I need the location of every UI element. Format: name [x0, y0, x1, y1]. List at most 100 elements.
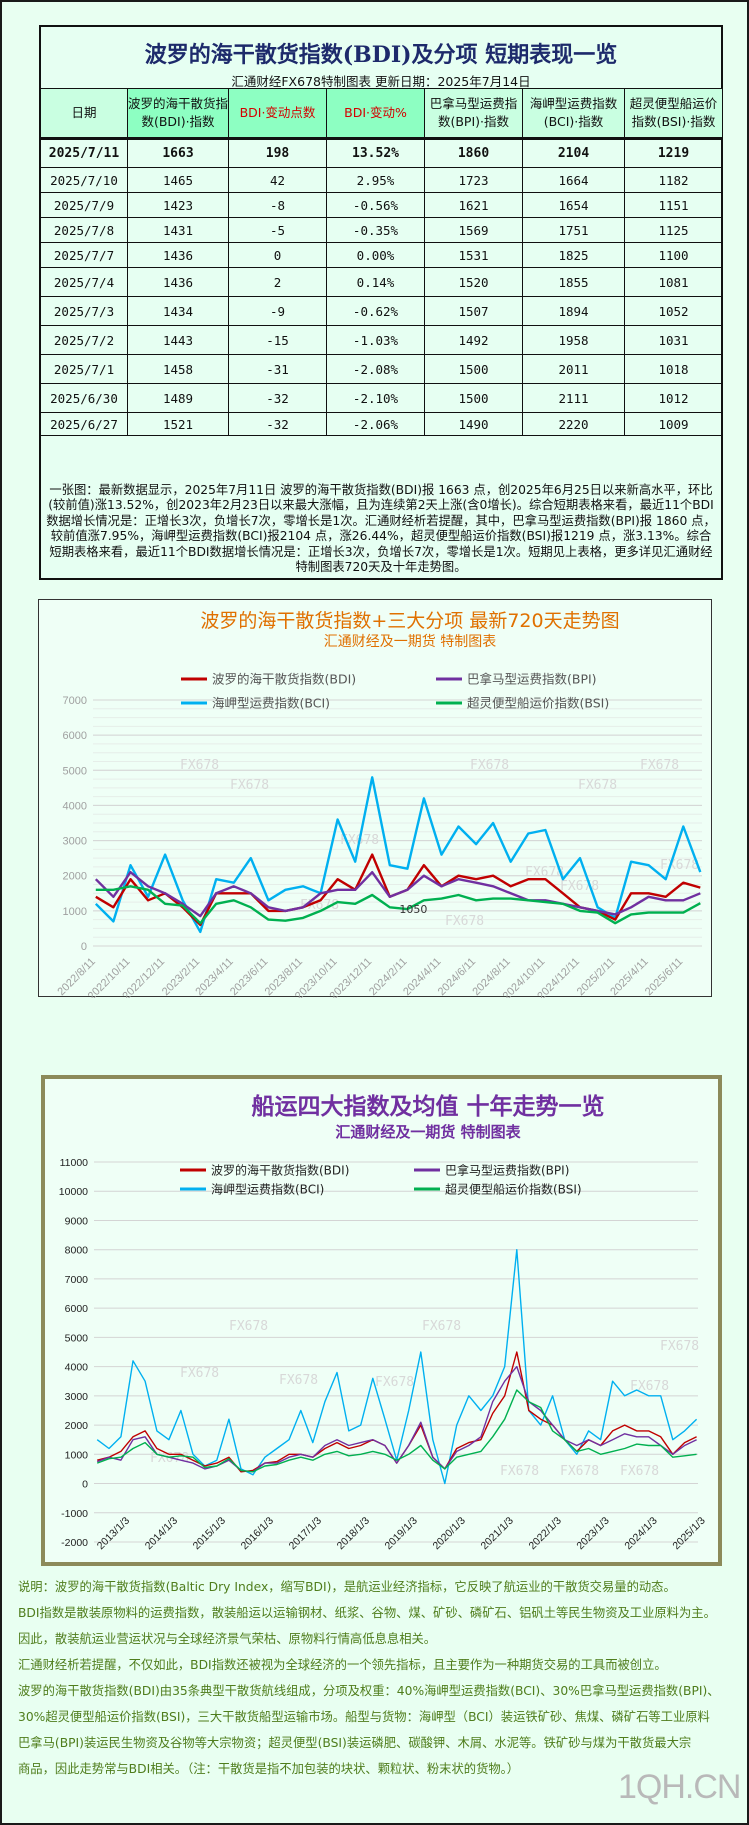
fx678-watermark: FX678: [525, 865, 564, 880]
y-tick-label: -1000: [61, 1508, 88, 1520]
cell-bci: 1958: [522, 325, 625, 355]
y-tick-label: 11000: [60, 1157, 89, 1169]
chart-subtitle: 汇通财经及一期货 特制图表: [324, 633, 496, 650]
y-tick-label: 2000: [65, 1420, 89, 1432]
y-tick-label: 0: [81, 941, 87, 953]
cell-bpi: 1492: [424, 325, 523, 355]
fx678-watermark: FX678: [422, 1319, 461, 1334]
cell-bpi: 1507: [424, 296, 523, 326]
cell-bpi: 1490: [424, 412, 523, 436]
fx678-watermark: FX678: [630, 1379, 669, 1394]
cell-bsi: 1031: [624, 325, 723, 355]
y-tick-label: 7000: [63, 695, 87, 707]
cell-bdi-change: 0: [228, 242, 327, 268]
series-line-bsi: [95, 885, 701, 925]
cell-bci: 1751: [522, 217, 625, 243]
chart-ten-year-frame: [41, 1075, 722, 1566]
cell-bsi: 1182: [624, 167, 723, 193]
y-tick-label: 1000: [65, 1449, 89, 1461]
note-line: 商品，因此走势常与BDI相关。（注：干散货是指不加包装的块状、颗粒状、粉末状的货…: [18, 1762, 520, 1776]
cell-bpi: 1531: [424, 242, 523, 268]
cell-bdi-change-pct: -2.10%: [326, 383, 425, 413]
cell-bci: 2011: [522, 354, 625, 384]
chart-subtitle: 汇通财经及一期货 特制图表: [335, 1123, 521, 1141]
fx678-watermark: FX678: [180, 758, 219, 773]
cell-bdi-change-pct: 0.14%: [326, 267, 425, 297]
cell-bdi-change: -15: [228, 325, 327, 355]
annotation-label: 1050: [399, 903, 427, 916]
cell-bdi: 1443: [127, 325, 229, 355]
cell-bci: 2111: [522, 383, 625, 413]
cell-bsi: 1052: [624, 296, 723, 326]
legend-label: 超灵便型船运价指数(BSI): [467, 696, 609, 711]
fx678-watermark: FX678: [660, 1339, 699, 1354]
x-tick-label: 2021/1/3: [479, 1515, 516, 1552]
cell-bci: 1654: [522, 192, 625, 218]
cell-bdi-change: -32: [228, 383, 327, 413]
header-bci: 海岬型运费指数(BCI)·指数: [522, 88, 625, 139]
y-tick-label: 6000: [63, 730, 87, 742]
x-tick-label: 2013/1/3: [95, 1515, 132, 1552]
cell-bdi-change-pct: 13.52%: [326, 138, 425, 168]
cell-bpi: 1621: [424, 192, 523, 218]
series-line-bsi: [96, 1389, 697, 1473]
header-date: 日期: [40, 88, 128, 139]
cell-bdi-change: 2: [228, 267, 327, 297]
x-tick-label: 2015/1/3: [191, 1515, 228, 1552]
cell-bdi-change-pct: -0.56%: [326, 192, 425, 218]
table-header-row: 日期 波罗的海干散货指数(BDI)·指数 BDI·变动点数 BDI·变动% 巴拿…: [40, 88, 723, 139]
x-tick-label: 2022/1/3: [526, 1515, 563, 1552]
legend-label: 巴拿马型运费指数(BPI): [445, 1163, 569, 1178]
table-row: 2025/6/30 1489 -32 -2.10% 1500 2111 1012: [40, 383, 723, 413]
cell-bdi: 1465: [127, 167, 229, 193]
table-row: 2025/7/11 1663 198 13.52% 1860 2104 1219: [40, 138, 723, 168]
header-bdi-change: BDI·变动点数: [228, 88, 327, 139]
y-tick-label: 1000: [63, 906, 87, 918]
cell-date: 2025/6/27: [40, 412, 128, 436]
y-tick-label: -2000: [61, 1537, 88, 1549]
x-tick-label: 2023/1/3: [574, 1515, 611, 1552]
cell-date: 2025/7/2: [40, 325, 128, 355]
note-line: 汇通财经析若提醒，不仅如此，BDI指数还被视为全球经济的一个领先指标，且主要作为…: [18, 1658, 667, 1672]
legend-label: 巴拿马型运费指数(BPI): [467, 672, 597, 687]
y-tick-label: 3000: [63, 836, 87, 848]
cell-date: 2025/6/30: [40, 383, 128, 413]
cell-bci: 1825: [522, 242, 625, 268]
cell-date: 2025/7/3: [40, 296, 128, 326]
cell-bdi-change-pct: 2.95%: [326, 167, 425, 193]
legend-label: 海岬型运费指数(BCI): [211, 1182, 324, 1197]
series-line-bci: [94, 776, 702, 934]
x-tick-label: 2014/1/3: [143, 1515, 180, 1552]
cell-bpi: 1723: [424, 167, 523, 193]
cell-bci: 1855: [522, 267, 625, 297]
x-tick-label: 2018/1/3: [335, 1515, 372, 1552]
cell-bdi: 1434: [127, 296, 229, 326]
cell-date: 2025/7/11: [40, 138, 128, 168]
summary-panel: 波罗的海干散货指数(BDI)及分项 短期表现一览 汇通财经FX678特制图表 更…: [39, 25, 723, 580]
cell-bdi-change: -8: [228, 192, 327, 218]
cell-bpi: 1860: [424, 138, 523, 168]
cell-bdi: 1436: [127, 242, 229, 268]
x-tick-label: 2016/1/3: [239, 1515, 276, 1552]
cell-bdi: 1431: [127, 217, 229, 243]
cell-bpi: 1569: [424, 217, 523, 243]
cell-bsi: 1151: [624, 192, 723, 218]
legend-label: 波罗的海干散货指数(BDI): [212, 672, 356, 687]
table-row: 2025/7/7 1436 0 0.00% 1531 1825 1100: [40, 242, 723, 268]
cell-bdi-change-pct: -2.08%: [326, 354, 425, 384]
note-line: 因此，散装航运业营运状况与全球经济景气荣枯、原物料行情高低息息相关。: [18, 1632, 437, 1646]
table-row: 2025/7/4 1436 2 0.14% 1520 1855 1081: [40, 267, 723, 297]
cell-bdi-change-pct: -1.03%: [326, 325, 425, 355]
cell-bsi: 1081: [624, 267, 723, 297]
fx678-watermark: FX678: [229, 1319, 268, 1334]
x-tick-label: 2024/1/3: [622, 1515, 659, 1552]
cell-date: 2025/7/9: [40, 192, 128, 218]
site-watermark-logo: 1QH.CN: [618, 1768, 741, 1806]
cell-bdi-change: -32: [228, 412, 327, 436]
summary-table: 日期 波罗的海干散货指数(BDI)·指数 BDI·变动点数 BDI·变动% 巴拿…: [40, 88, 723, 436]
fx678-watermark: FX678: [660, 858, 699, 873]
fx678-watermark: FX678: [279, 1373, 318, 1388]
y-tick-label: 10000: [59, 1186, 88, 1198]
y-tick-label: 3000: [65, 1391, 89, 1403]
